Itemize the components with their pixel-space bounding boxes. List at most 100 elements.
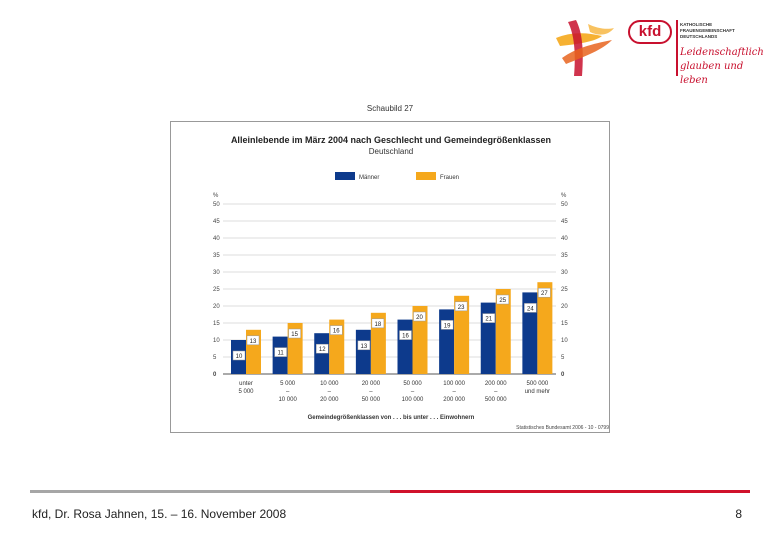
data-label-box (440, 320, 454, 330)
bar-chart: Alleinlebende im März 2004 nach Geschlec… (170, 121, 610, 433)
x-tick-label: 200 000 (443, 397, 465, 403)
y-tick-label-right: 45 (561, 219, 568, 225)
x-tick-label: – (369, 389, 373, 395)
x-tick-label: 5 000 (280, 381, 296, 387)
y-tick-label-right: 40 (561, 236, 568, 242)
logo-motto-line: Leidenschaftlich (680, 47, 764, 58)
data-label-box (288, 328, 301, 339)
data-label: 11 (278, 351, 285, 357)
data-label-box (538, 287, 551, 298)
y-tick-label: 35 (213, 253, 220, 259)
data-label: 16 (333, 329, 340, 335)
data-label-box (524, 303, 537, 313)
data-label-box (413, 311, 426, 322)
y-tick-label-right: 30 (561, 270, 568, 276)
logo-divider (676, 20, 678, 76)
x-tick-label: – (494, 389, 498, 395)
x-tick-label: 100 000 (402, 397, 424, 403)
data-label-box (232, 350, 246, 361)
y-tick-label-right: 50 (561, 202, 568, 208)
x-axis-title: Gemeindegrößenklassen von . . . bis unte… (308, 415, 475, 421)
y-tick-label-right: 0 (561, 372, 565, 378)
kfd-logo-text: kfd (628, 20, 672, 44)
data-label-box (482, 313, 495, 323)
x-tick-label: 100 000 (443, 381, 465, 387)
x-tick-label: 10 000 (278, 397, 297, 403)
y-tick-label-right: 15 (561, 321, 568, 327)
data-label: 16 (402, 334, 409, 340)
data-label: 21 (485, 317, 492, 323)
x-tick-label: – (286, 389, 290, 395)
data-label-box (316, 343, 329, 354)
bar-maenner (397, 319, 413, 374)
legend-label: Frauen (440, 175, 459, 181)
data-label-box (399, 330, 412, 340)
footer-divider-red (390, 490, 750, 493)
figure-label: Schaubild 27 (366, 104, 414, 113)
y-tick-label: 30 (213, 270, 220, 276)
data-label-box (274, 347, 287, 357)
x-tick-label: 20 000 (320, 397, 339, 403)
y-tick-label: 0 (213, 372, 217, 378)
data-label-box (371, 318, 385, 329)
y-tick-label: 25 (213, 287, 220, 293)
data-label-box (357, 340, 371, 351)
x-tick-label: 50 000 (362, 397, 381, 403)
bar-frauen (370, 312, 386, 374)
y-tick-label-right: 35 (561, 253, 568, 259)
footer-text: kfd, Dr. Rosa Jahnen, 15. – 16. November… (32, 507, 287, 521)
y-unit-label: % (213, 193, 219, 199)
logo-org-line: KATHOLISCHE (680, 22, 713, 27)
logo-motto-line: glauben und leben (680, 61, 744, 86)
bar-frauen (537, 282, 553, 374)
y-unit-label-right: % (561, 193, 567, 199)
page-number: 8 (735, 507, 742, 521)
bar-frauen (454, 295, 470, 374)
y-tick-label: 15 (213, 321, 220, 327)
data-label: 23 (458, 305, 465, 311)
x-tick-label: 500 000 (527, 381, 549, 387)
data-label: 20 (416, 315, 423, 321)
y-tick-label: 20 (213, 304, 220, 310)
x-tick-label: 10 000 (320, 381, 339, 387)
footer-divider-gray (30, 490, 390, 493)
x-tick-label: – (452, 389, 456, 395)
x-tick-label: – (411, 389, 415, 395)
x-tick-label: unter (239, 381, 253, 387)
data-label-box (496, 294, 509, 305)
data-label-box (454, 301, 468, 312)
logo-org-name: KATHOLISCHE FRAUENGEMEINSCHAFT DEUTSCHLA… (680, 22, 760, 40)
y-tick-label-right: 20 (561, 304, 568, 310)
y-tick-label: 50 (213, 202, 220, 208)
bar-maenner (439, 309, 455, 374)
y-tick-label: 10 (213, 338, 220, 344)
y-tick-label-right: 25 (561, 287, 568, 293)
bar-frauen (412, 306, 428, 374)
data-label: 10 (236, 354, 243, 360)
logo-org-line: FRAUENGEMEINSCHAFT (680, 28, 735, 33)
data-label: 24 (527, 306, 534, 312)
chart-subtitle: Deutschland (369, 147, 413, 156)
chart-canvas: Alleinlebende im März 2004 nach Geschlec… (213, 135, 609, 431)
data-label: 13 (250, 339, 257, 345)
y-tick-label: 40 (213, 236, 220, 242)
data-label: 18 (375, 322, 382, 328)
chart-source: Statistisches Bundesamt 2006 - 10 - 0799 (516, 425, 609, 431)
bar-maenner (480, 302, 496, 374)
bar-maenner (314, 333, 330, 374)
bar-frauen (495, 289, 511, 374)
legend-swatch (335, 172, 355, 180)
kfd-logo-mark-icon (556, 20, 614, 76)
kfd-logo: kfd KATHOLISCHE FRAUENGEMEINSCHAFT DEUTS… (552, 18, 764, 86)
data-label: 25 (499, 298, 506, 304)
data-label-box (330, 325, 343, 335)
x-tick-label: und mehr (525, 389, 550, 395)
data-label-box (246, 335, 260, 346)
y-tick-label: 45 (213, 219, 220, 225)
x-tick-label: 20 000 (362, 381, 381, 387)
x-tick-label: 50 000 (403, 381, 422, 387)
logo-org-line: DEUTSCHLANDS (680, 34, 718, 39)
data-label: 19 (444, 323, 451, 329)
x-tick-label: 5 000 (238, 389, 254, 395)
x-tick-label: 200 000 (485, 381, 507, 387)
